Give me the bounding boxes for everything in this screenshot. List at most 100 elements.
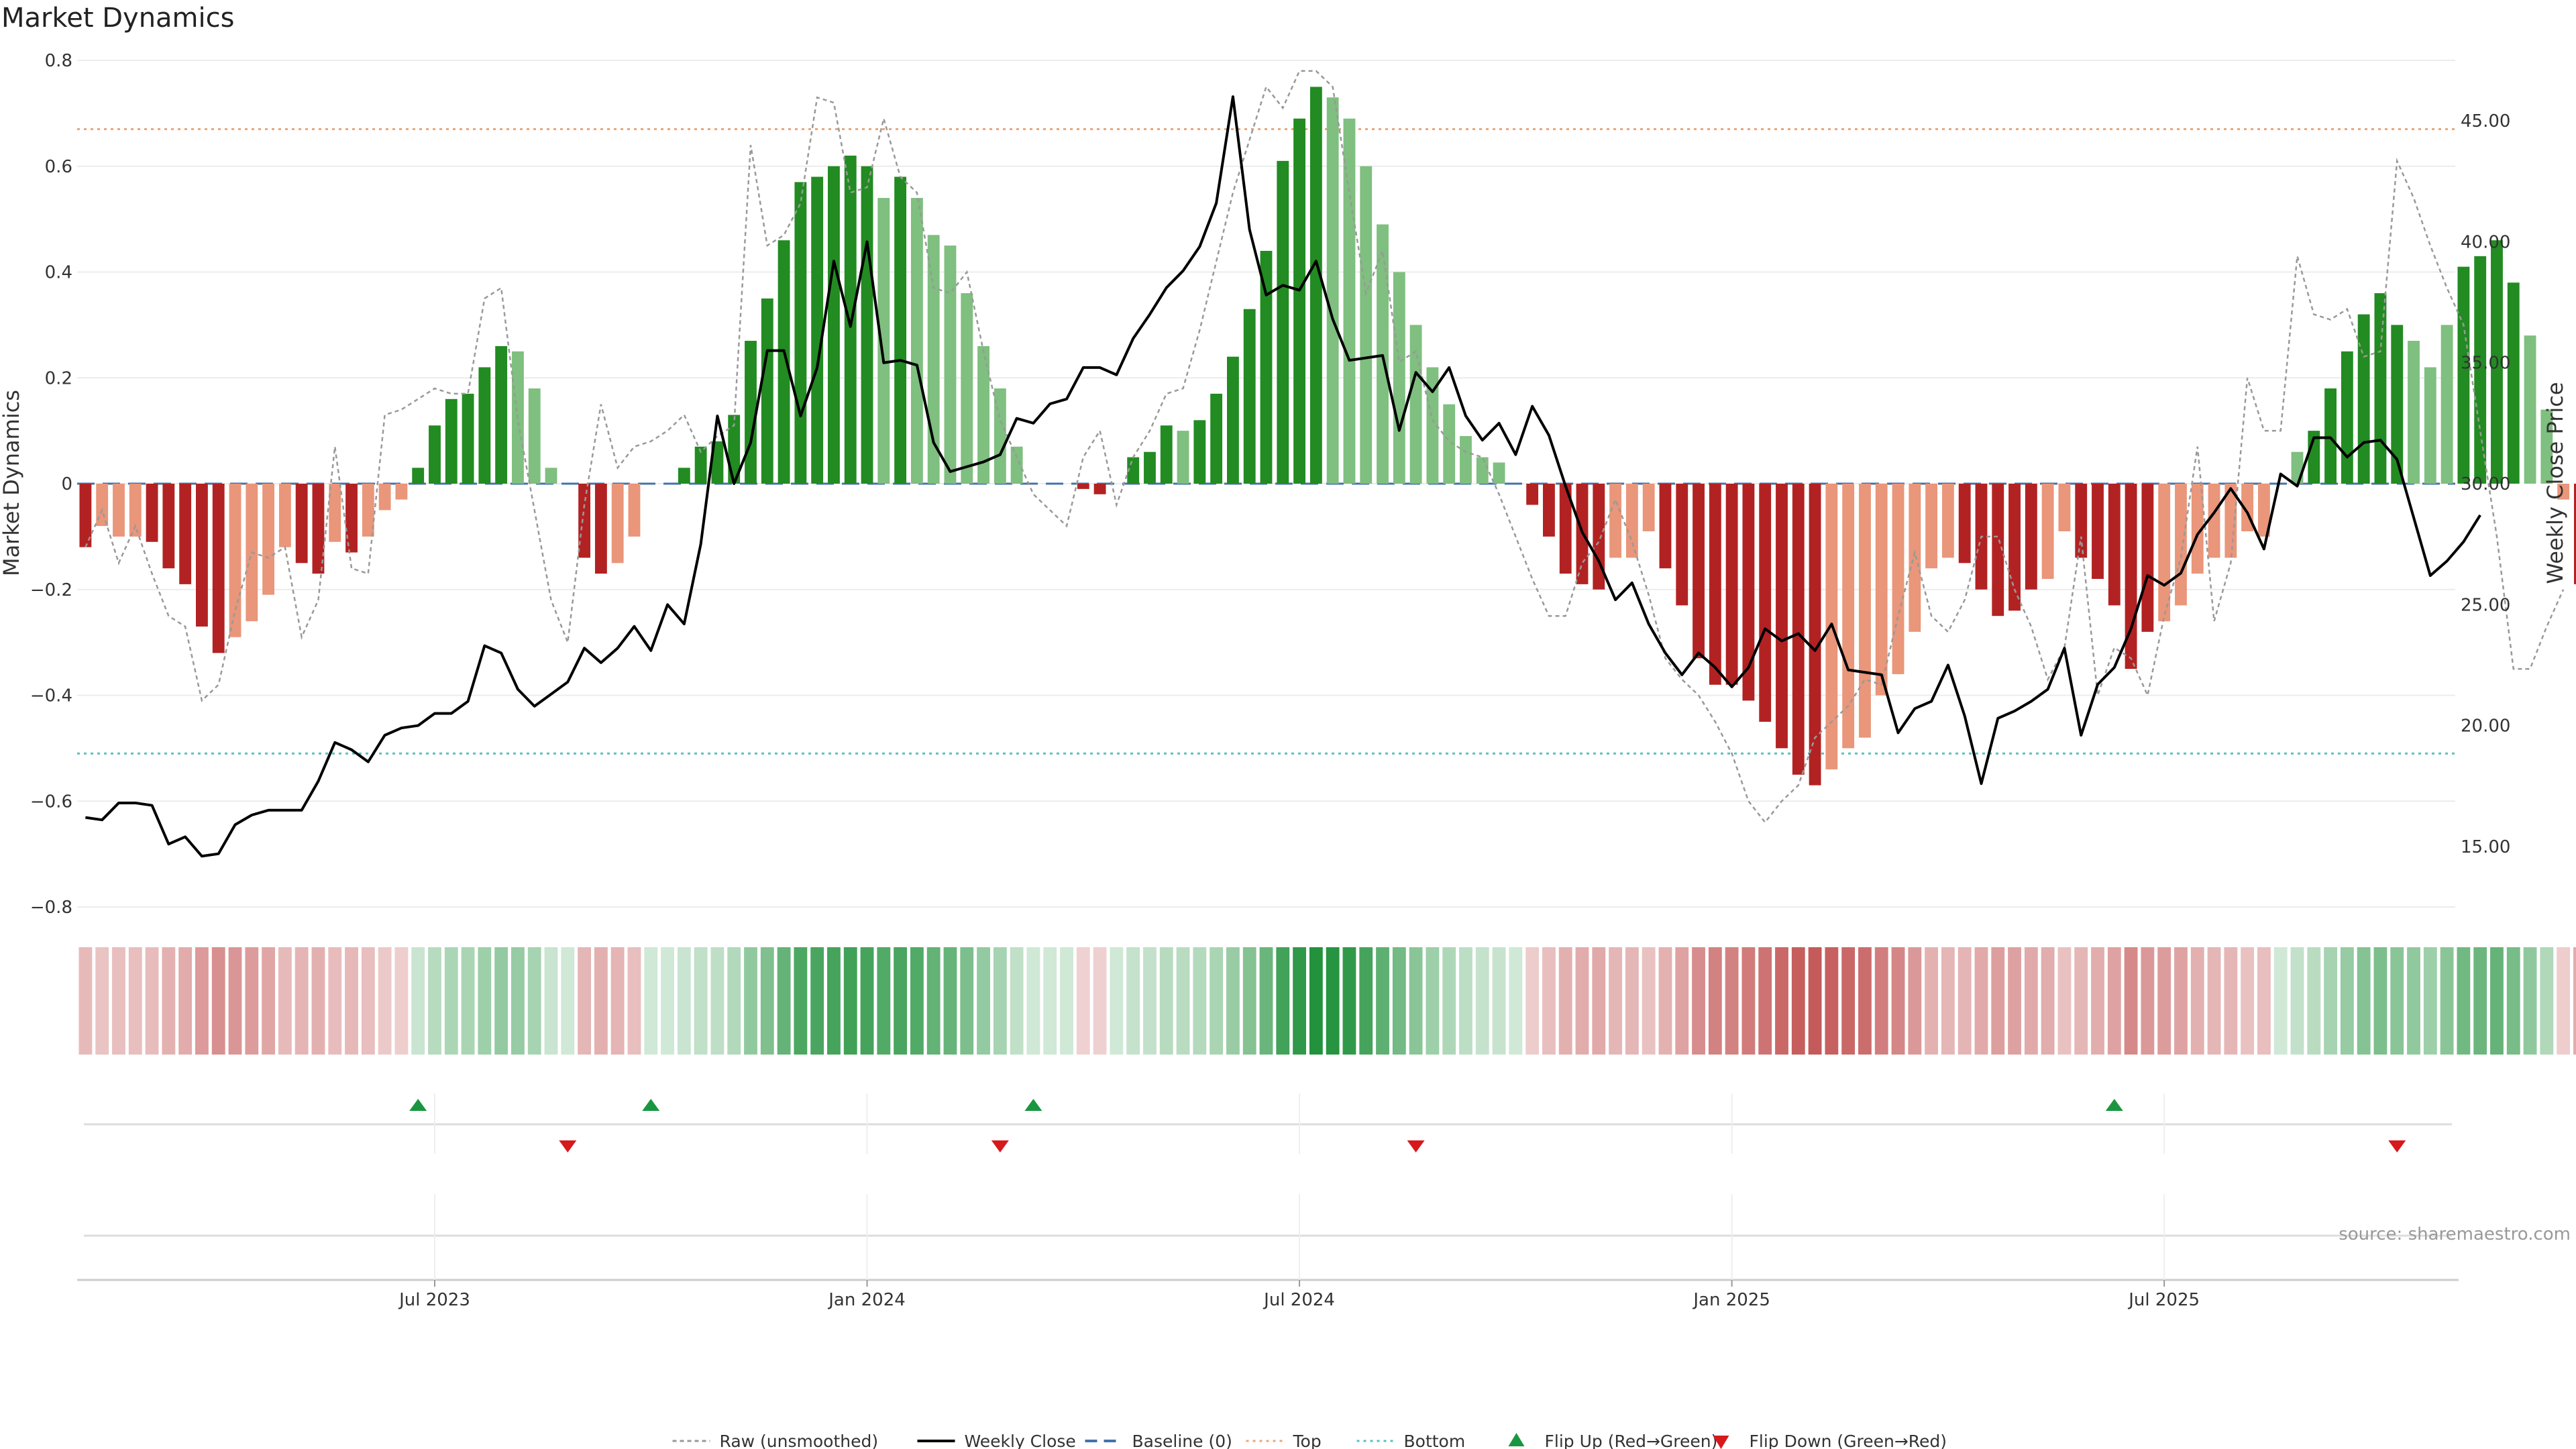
heat-cell [1575, 947, 1589, 1055]
legend-label: Top [1293, 1432, 1322, 1449]
right-tick-label: 20.00 [2461, 716, 2510, 737]
momentum-bar [345, 484, 358, 553]
heat-cell [2273, 947, 2288, 1055]
heat-cell [478, 947, 492, 1055]
heat-cell [2440, 947, 2454, 1055]
heat-cell [1026, 947, 1040, 1055]
momentum-bar [1177, 431, 1189, 484]
heat-strip [78, 947, 2576, 1055]
heat-cell [843, 947, 857, 1055]
heat-cell [1642, 947, 1656, 1055]
right-axis: 15.00 20.00 25.00 30.00 35.00 40.00 45.00 [2461, 111, 2510, 857]
legend-item-top: Top [1246, 1432, 1322, 1449]
momentum-bar [1642, 484, 1655, 531]
heat-cell [1276, 947, 1290, 1055]
heat-cell [1841, 947, 1856, 1055]
flip-up-marker [1024, 1099, 1042, 1111]
momentum-bar [1309, 87, 1322, 484]
momentum-bar [761, 298, 773, 484]
momentum-bar [1426, 367, 1439, 484]
momentum-bar [811, 176, 824, 484]
heat-cell [1110, 947, 1124, 1055]
heat-cell [1010, 947, 1024, 1055]
heat-cell [2473, 947, 2487, 1055]
heat-cell [1925, 947, 1939, 1055]
momentum-bar [1725, 484, 1738, 685]
flip-down-marker [1407, 1140, 1425, 1152]
momentum-bar [229, 484, 241, 637]
left-tick-label: 0.6 [45, 157, 72, 177]
heat-cell [2224, 947, 2238, 1055]
heat-cell [95, 947, 109, 1055]
x-tick-label: Jul 2025 [2127, 1290, 2200, 1310]
heat-cell [1791, 947, 1805, 1055]
heat-cell [2373, 947, 2387, 1055]
momentum-bar [2324, 388, 2337, 484]
heat-cell [1957, 947, 1972, 1055]
flip-down-marker [2388, 1140, 2406, 1152]
heat-cell [328, 947, 342, 1055]
right-axis-label: Weekly Close Price [2542, 382, 2568, 584]
heat-cell [411, 947, 425, 1055]
momentum-bar [179, 484, 192, 584]
heat-cell [1342, 947, 1356, 1055]
heat-cell [1725, 947, 1739, 1055]
heat-cell [2174, 947, 2188, 1055]
heat-cell [1060, 947, 1073, 1055]
heat-cell [926, 947, 941, 1055]
heat-cell [1825, 947, 1839, 1055]
legend-label: Flip Down (Green→Red) [1750, 1432, 1947, 1449]
momentum-bar [1909, 484, 1921, 632]
heat-cell [1459, 947, 1472, 1055]
heat-cell [627, 947, 641, 1055]
heat-cell [2423, 947, 2437, 1055]
heat-cell [1758, 947, 1772, 1055]
heat-cell [2157, 947, 2171, 1055]
heat-cell [1558, 947, 1572, 1055]
heat-cell [2290, 947, 2304, 1055]
momentum-bar [694, 446, 707, 484]
heat-cell [677, 947, 691, 1055]
momentum-bar [2408, 341, 2420, 484]
momentum-bar [1742, 484, 1755, 701]
momentum-bar [495, 345, 508, 484]
heat-cell [1509, 947, 1523, 1055]
momentum-bars [79, 87, 2576, 786]
momentum-bar [828, 166, 840, 484]
momentum-bar [711, 441, 724, 484]
heat-cell [2190, 947, 2204, 1055]
heat-cell [2540, 947, 2554, 1055]
left-tick-label: 0.4 [45, 263, 72, 283]
heat-cell [228, 947, 242, 1055]
left-axis-label: Market Dynamics [0, 390, 24, 576]
momentum-bar [1393, 272, 1405, 484]
momentum-bar [1875, 484, 1888, 696]
heat-cell [394, 947, 409, 1055]
momentum-bar [545, 468, 557, 484]
heat-cell [2074, 947, 2088, 1055]
heat-cell [1692, 947, 1705, 1055]
momentum-bar [2058, 484, 2071, 531]
momentum-bar [2041, 484, 2054, 579]
momentum-bar [1010, 446, 1023, 484]
momentum-bar [1326, 97, 1339, 484]
heat-cell [1625, 947, 1639, 1055]
heat-cell [195, 947, 209, 1055]
heat-cell [777, 947, 791, 1055]
heat-cell [1442, 947, 1456, 1055]
momentum-bar [1759, 484, 1772, 722]
heat-cell [794, 947, 808, 1055]
momentum-bar [1493, 462, 1505, 484]
momentum-bar [478, 367, 491, 484]
left-tick-label: −0.2 [30, 580, 72, 600]
right-tick-label: 30.00 [2461, 474, 2510, 494]
heat-cell [2124, 947, 2138, 1055]
momentum-bar [1925, 484, 1938, 569]
heat-cell [594, 947, 608, 1055]
heat-cell [1675, 947, 1689, 1055]
legend-item-close: Weekly Close [917, 1432, 1076, 1449]
heat-cell [1293, 947, 1306, 1055]
heat-cell [527, 947, 541, 1055]
heat-cell [993, 947, 1007, 1055]
momentum-bar [1409, 325, 1422, 484]
